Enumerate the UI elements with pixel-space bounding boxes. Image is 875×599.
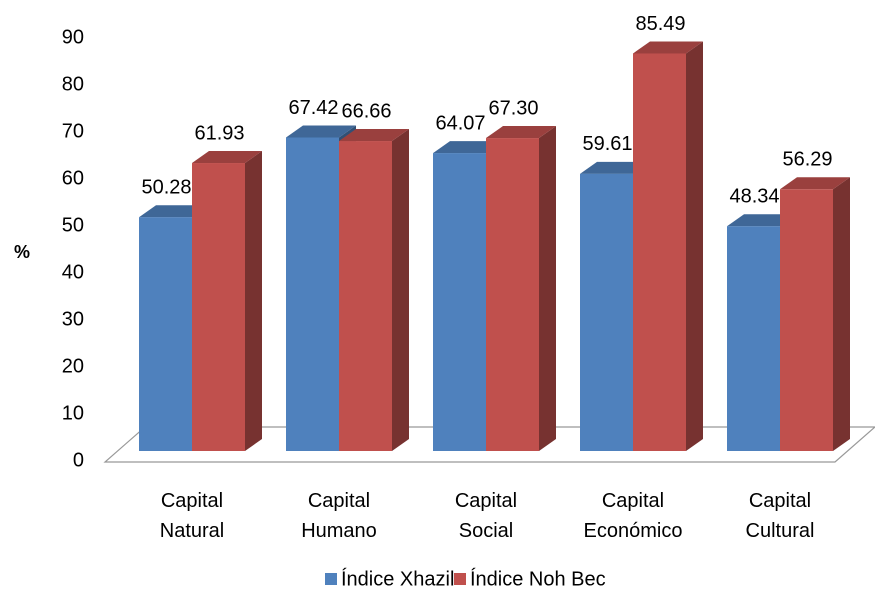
bar-side — [833, 177, 850, 451]
y-tick-label: 80 — [62, 73, 84, 95]
y-tick-label: 20 — [62, 355, 84, 377]
data-label: 64.07 — [435, 112, 485, 134]
y-tick-label: 60 — [62, 167, 84, 189]
y-tick-label: 50 — [62, 214, 84, 236]
bar-front — [633, 53, 686, 452]
bar — [486, 126, 556, 452]
bar-front — [580, 173, 633, 451]
data-label: 66.66 — [341, 100, 391, 122]
bar-front — [339, 141, 392, 451]
data-label: 67.42 — [288, 97, 338, 119]
bar-top — [433, 141, 503, 154]
data-label: 56.29 — [782, 149, 832, 171]
bar-front — [192, 163, 245, 451]
legend-label: Índice Xhazil — [341, 567, 454, 590]
legend-swatch — [325, 573, 337, 585]
bar-top — [780, 177, 850, 190]
bar-front — [139, 217, 192, 451]
bar-top — [727, 214, 797, 227]
bar — [192, 151, 262, 451]
bar-front — [727, 226, 780, 451]
x-tick-label: Capital Cultural — [746, 490, 815, 542]
bar-top — [633, 41, 703, 54]
data-label: 67.30 — [488, 97, 538, 119]
floor — [103, 426, 875, 463]
data-label: 48.34 — [729, 186, 779, 208]
x-tick-label: Capital Económico — [584, 490, 683, 542]
bar — [780, 177, 850, 451]
y-tick-label: 30 — [62, 308, 84, 330]
bar — [633, 41, 703, 452]
y-tick-label: 70 — [62, 120, 84, 142]
y-tick-label: 40 — [62, 261, 84, 283]
bar-front — [486, 138, 539, 451]
bar-front — [780, 189, 833, 451]
y-tick-label: 90 — [62, 26, 84, 48]
bar-front — [286, 137, 339, 451]
bar-side — [392, 129, 409, 451]
bar-top — [339, 129, 409, 142]
data-label: 61.93 — [194, 122, 244, 144]
bar-top — [286, 125, 356, 138]
y-axis-label: % — [14, 242, 30, 262]
legend-swatch — [454, 573, 466, 585]
bar-top — [580, 161, 650, 174]
bar — [339, 129, 409, 451]
legend-label: Índice Noh Bec — [470, 567, 606, 590]
data-label: 59.61 — [582, 133, 632, 155]
bar-top — [486, 126, 556, 139]
x-tick-label: Capital Natural — [160, 490, 224, 542]
y-tick-label: 0 — [73, 449, 84, 471]
data-label: 50.28 — [141, 176, 191, 198]
bar-top — [139, 205, 209, 218]
bar-top — [192, 151, 262, 164]
bar-front — [433, 153, 486, 451]
bar-side — [686, 41, 703, 452]
x-tick-label: Capital Humano — [301, 490, 377, 542]
y-tick-label: 10 — [62, 402, 84, 424]
bar-side — [245, 151, 262, 451]
bar-side — [539, 126, 556, 452]
data-label: 85.49 — [635, 13, 685, 35]
x-tick-label: Capital Social — [455, 490, 517, 542]
